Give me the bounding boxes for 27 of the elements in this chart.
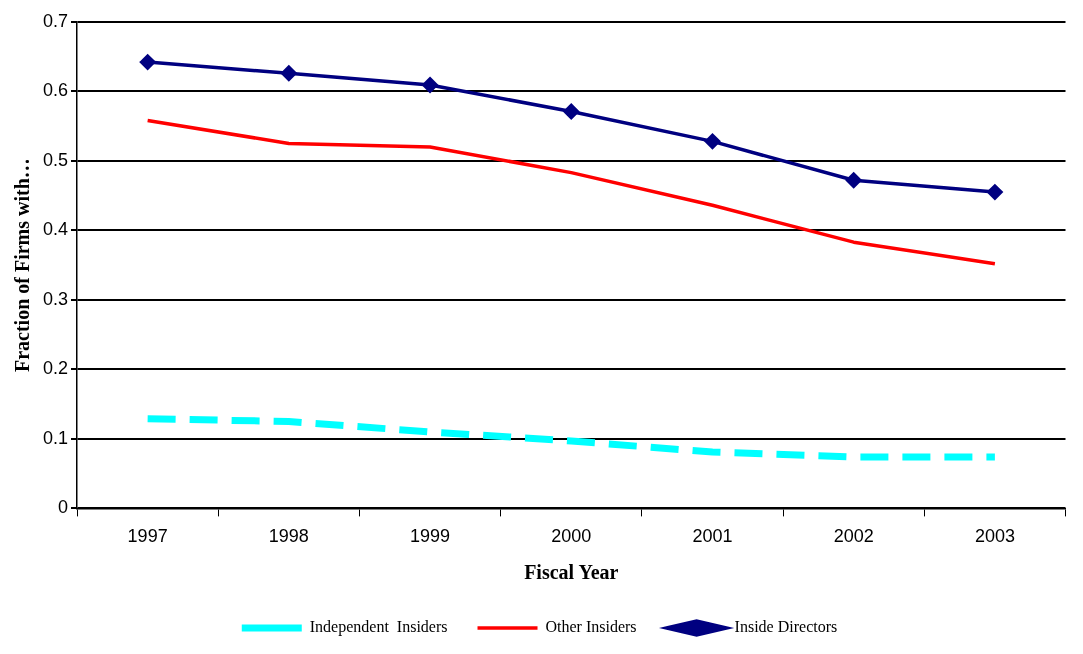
- x-tick-label: 1997: [127, 526, 168, 547]
- x-tick-label: 1998: [268, 526, 309, 547]
- y-tick-label: 0: [58, 497, 69, 518]
- point: [563, 103, 580, 120]
- point: [422, 77, 438, 93]
- y-tick-label: 0.1: [42, 427, 69, 448]
- y-tick-label: 0.3: [42, 288, 69, 309]
- x-tick-label: 2001: [692, 526, 733, 547]
- point: [281, 65, 297, 81]
- y-axis-title: Fraction of Firms with…: [11, 158, 34, 373]
- x-tick-label: 2002: [833, 526, 874, 547]
- x-tick-label: 2000: [551, 526, 592, 547]
- x-tick-label: 2003: [974, 526, 1015, 547]
- point: [845, 172, 862, 189]
- legend-label: Other Insiders: [545, 618, 637, 636]
- y-tick-label: 0.2: [42, 358, 69, 379]
- legend-label: Inside Directors: [734, 618, 838, 636]
- y-tick-label: 0.6: [42, 80, 69, 101]
- x-tick-label: 1999: [410, 526, 451, 547]
- point: [987, 184, 1003, 200]
- legend-label: Independent Insiders: [309, 618, 448, 637]
- point: [139, 54, 156, 70]
- point: [704, 133, 721, 150]
- y-tick-label: 0.7: [42, 10, 69, 31]
- y-tick-label: 0.5: [42, 149, 69, 170]
- x-axis-title: Fiscal Year: [524, 561, 619, 584]
- y-tick-label: 0.4: [42, 219, 69, 240]
